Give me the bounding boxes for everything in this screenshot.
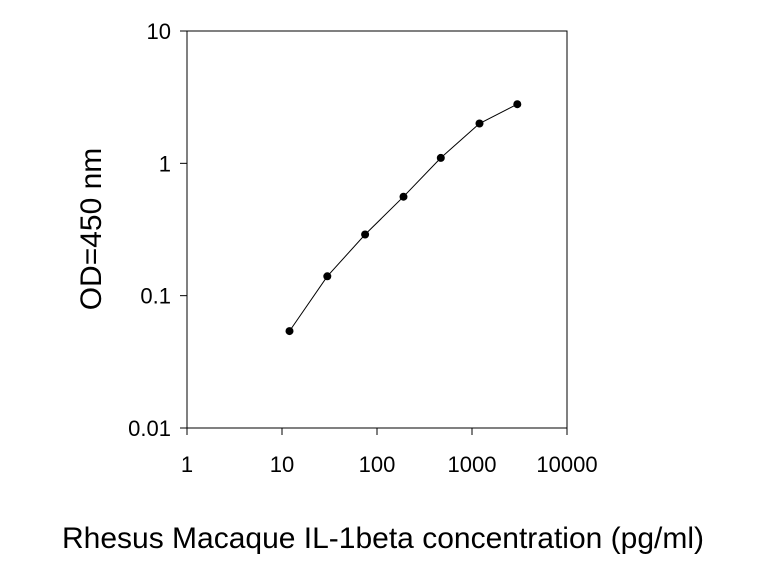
data-point: [436, 153, 445, 162]
y-tick-label: 10: [147, 19, 171, 44]
series-line: [289, 103, 518, 332]
x-tick-label: 100: [359, 452, 396, 477]
x-axis: 1 10 100 1000 10000: [181, 428, 598, 477]
data-point: [399, 192, 408, 201]
plot-frame: [186, 30, 568, 429]
data-point: [361, 230, 370, 239]
data-point: [475, 119, 484, 128]
y-tick-label: 0.1: [140, 284, 171, 309]
data-point: [323, 272, 332, 281]
x-axis-title: Rhesus Macaque IL-1beta concentration (p…: [62, 522, 704, 555]
y-tick-label: 1: [159, 151, 171, 176]
y-axis: 0.01 0.1 1 10: [128, 19, 187, 441]
x-tick-label: 10000: [536, 452, 597, 477]
y-axis-title: OD=450 nm: [75, 148, 108, 311]
x-tick-label: 1: [181, 452, 193, 477]
series-layer: [285, 100, 522, 336]
x-tick-label: 10: [270, 452, 294, 477]
data-point: [285, 327, 294, 336]
data-point: [513, 100, 522, 109]
y-tick-label: 0.01: [128, 416, 171, 441]
x-tick-label: 1000: [448, 452, 497, 477]
